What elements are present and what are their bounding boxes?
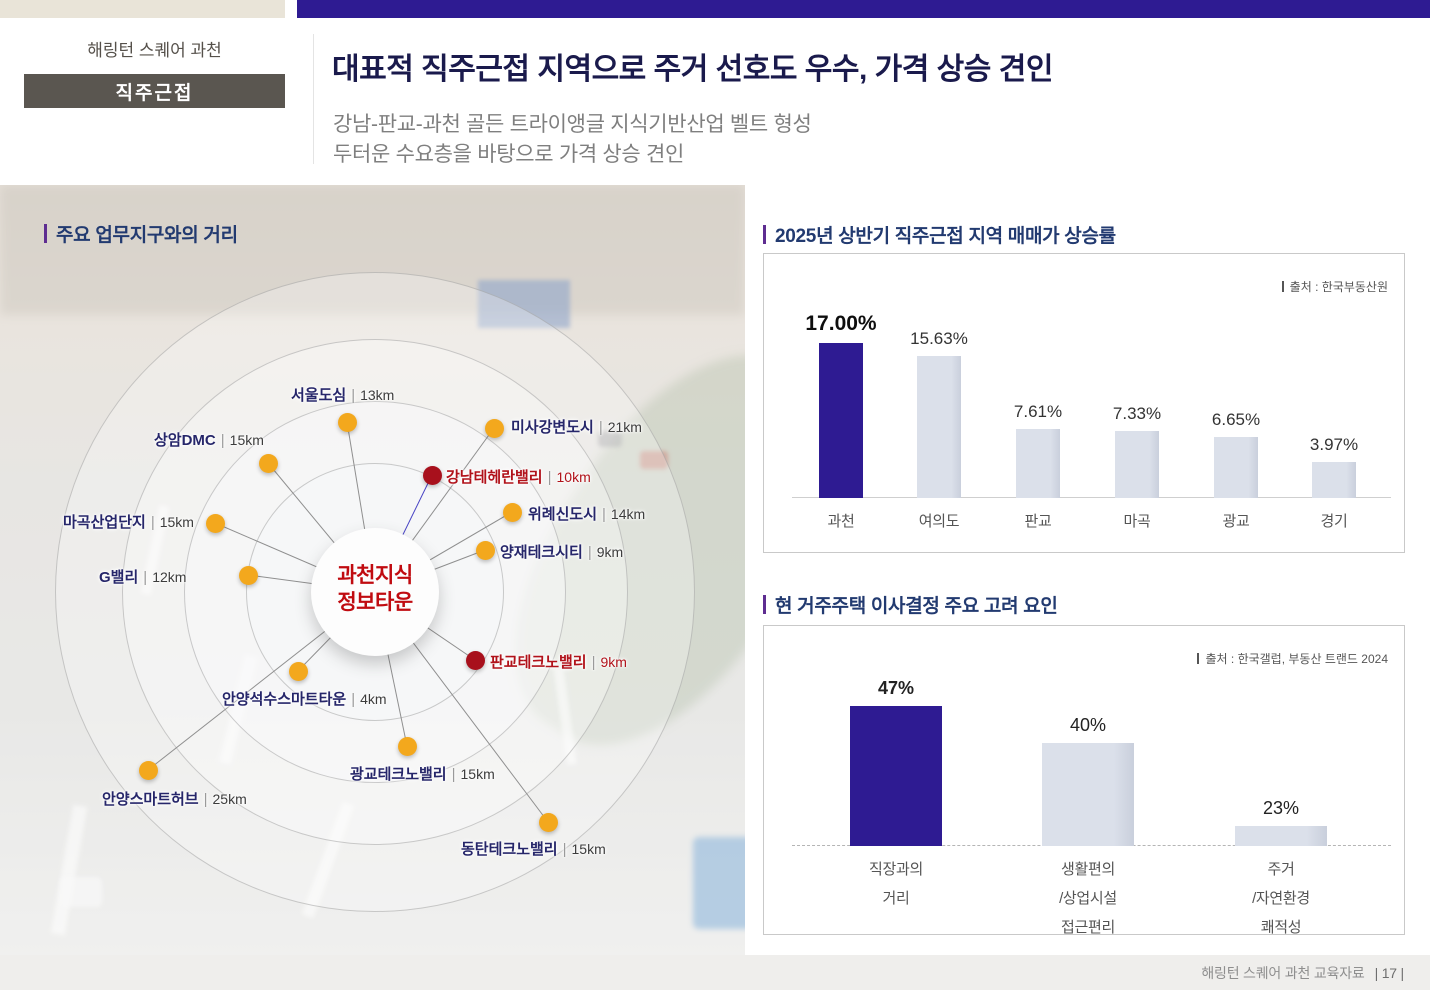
bar-생활편의 — [1042, 743, 1134, 846]
bar-category-label: 주거/자연환경 쾌적성 — [1252, 861, 1310, 936]
bar-직장과의 — [850, 706, 942, 846]
bar-value-label: 7.33% — [1112, 404, 1162, 423]
chart-price-increase: 출처 : 한국부동산원 17.00% 15.63% 7.61% 7.33% 6.65% 3… — [763, 253, 1405, 553]
map-dot — [397, 736, 417, 756]
map-dot — [337, 412, 357, 432]
section-heading-move-factors: 현 거주주택 이사결정 주요 고려 요인 — [763, 591, 1058, 618]
bar-category-label: 과천 — [827, 513, 855, 530]
bar-category-label: 여의도 — [918, 513, 960, 530]
bar-광교 — [1214, 437, 1258, 498]
top-strip-purple — [297, 0, 1430, 18]
white-car — [60, 877, 102, 907]
page-subtitle: 강남-판교-과천 골든 트라이앵글 지식기반산업 벨트 형성 두터운 수요층을 … — [333, 110, 812, 170]
map-node-label: 서울도심 | 13km — [291, 387, 395, 404]
section-heading-text: 주요 업무지구와의 거리 — [56, 225, 238, 246]
subtitle-line-1: 강남-판교-과천 골든 트라이앵글 지식기반산업 벨트 형성 — [333, 113, 812, 136]
heading-bar-icon — [44, 224, 47, 243]
bar-value-label: 7.61% — [1013, 402, 1063, 421]
bar-value-label: 17.00% — [805, 312, 877, 335]
section-heading-text: 2025년 상반기 직주근접 지역 매매가 상승률 — [775, 226, 1116, 247]
chart-source-text: 출처 : 한국부동산원 — [1289, 280, 1388, 294]
map-node-label: 양재테크시티 | 9km — [500, 544, 624, 561]
top-strip-beige — [0, 0, 285, 18]
bar-주거 — [1235, 826, 1327, 846]
map-node-label: 동탄테크노밸리 | 15km — [461, 841, 606, 858]
bar-여의도 — [917, 356, 961, 498]
map-dot — [502, 502, 522, 522]
header-divider — [313, 34, 314, 164]
map-dot-highlight — [422, 465, 442, 485]
bar-category-label: 경기 — [1320, 513, 1348, 530]
chart-source: 출처 : 한국부동산원 — [1281, 278, 1388, 295]
chart-source: 출처 : 한국갤럽, 부동산 트랜드 2024 — [1197, 650, 1388, 667]
chart-source-text: 출처 : 한국갤럽, 부동산 트랜드 2024 — [1205, 652, 1388, 666]
bar-category-label: 생활편의/상업시설 접근편리 — [1059, 861, 1117, 936]
map-dot — [475, 540, 495, 560]
bar-category-label: 마곡 — [1123, 513, 1151, 530]
topic-badge: 직주근접 — [24, 74, 285, 108]
map-dot — [205, 513, 225, 533]
chart-plot: 47% 40% 23% — [764, 626, 1404, 846]
source-bar-icon — [1281, 281, 1284, 292]
bar-category-label: 광교 — [1222, 513, 1250, 530]
footer-doc-label: 해링턴 스퀘어 과천 교육자료 — [1201, 964, 1365, 981]
blue-truck — [693, 837, 745, 929]
map-node-label: 마곡산업단지 | 15km — [63, 514, 194, 531]
page-title: 대표적 직주근접 지역으로 주거 선호도 우수, 가격 상승 견인 — [332, 53, 1053, 86]
bar-value-label: 6.65% — [1211, 410, 1261, 429]
map-dot — [138, 760, 158, 780]
footer-page-number: | 17 | — [1374, 964, 1405, 981]
map-dot — [484, 418, 504, 438]
section-heading-price-chart: 2025년 상반기 직주근접 지역 매매가 상승률 — [763, 221, 1116, 248]
bar-과천 — [819, 343, 863, 498]
project-name: 해링턴 스퀘어 과천 — [87, 41, 222, 60]
chart-baseline — [792, 497, 1391, 498]
map-dot — [538, 812, 558, 832]
map-node-label: 광교테크노밸리 | 15km — [350, 766, 495, 783]
bar-판교 — [1016, 429, 1060, 498]
map-dot-highlight — [465, 650, 485, 670]
bar-category-label: 판교 — [1024, 513, 1052, 530]
bar-value-label: 40% — [1069, 715, 1107, 735]
source-bar-icon — [1197, 653, 1200, 664]
center-label-line-2: 정보타운 — [337, 591, 413, 614]
bar-경기 — [1312, 462, 1356, 498]
section-heading-map: 주요 업무지구와의 거리 — [44, 220, 238, 247]
bar-마곡 — [1115, 431, 1159, 498]
heading-bar-icon — [763, 595, 766, 614]
heading-bar-icon — [763, 225, 766, 244]
center-label-line-1: 과천지식 — [337, 564, 413, 587]
chart-move-factors: 출처 : 한국갤럽, 부동산 트랜드 2024 47% 40% 23% 직장과의 거리… — [763, 625, 1405, 936]
map-node-label: 안양스마트허브 | 25km — [102, 791, 247, 808]
map-node-label: 강남테헤란밸리 | 10km — [446, 469, 591, 486]
map-dot — [288, 661, 308, 681]
map-node-label: G밸리 | 12km — [99, 569, 187, 586]
map-node-label: 안양석수스마트타운 | 4km — [222, 691, 387, 708]
slide-footer: 해링턴 스퀘어 과천 교육자료 | 17 | — [0, 955, 1430, 990]
map-dot — [258, 453, 278, 473]
map-node-label: 판교테크노밸리 | 9km — [490, 654, 627, 671]
chart-plot: 17.00% 15.63% 7.61% 7.33% 6.65% 3.97% — [764, 254, 1404, 498]
bar-value-label: 23% — [1262, 798, 1300, 818]
subtitle-line-2: 두터운 수요층을 바탕으로 가격 상승 견인 — [333, 143, 685, 166]
map-node-label: 상암DMC | 15km — [154, 432, 264, 449]
bar-category-label: 직장과의 거리 — [868, 861, 923, 907]
map-dot — [238, 565, 258, 585]
map-node-label: 미사강변도시 | 21km — [511, 419, 642, 436]
bar-value-label: 15.63% — [910, 329, 968, 348]
map-node-label: 위례신도시 | 14km — [528, 506, 646, 523]
map-center-label: 과천지식 정보타운 — [311, 562, 439, 616]
bar-value-label: 3.97% — [1309, 435, 1359, 454]
bar-value-label: 47% — [877, 678, 915, 698]
section-heading-text: 현 거주주택 이사결정 주요 고려 요인 — [775, 596, 1058, 617]
